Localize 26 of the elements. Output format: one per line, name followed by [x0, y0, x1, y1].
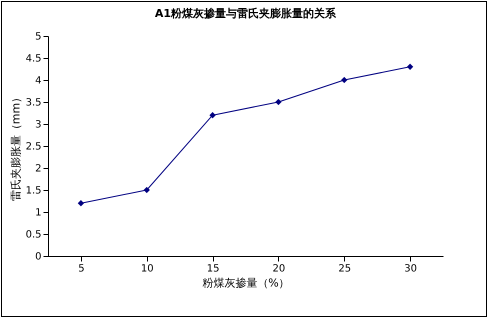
y-tick-label: 3 [35, 120, 42, 130]
y-tick-label: 4.5 [26, 54, 42, 64]
x-tick-label: 30 [404, 264, 417, 274]
y-tick-label: 0.5 [26, 230, 42, 240]
x-tick-label: 5 [78, 264, 85, 274]
point [341, 76, 348, 84]
chart-title: A1粉煤灰掺量与雷氏夹膨胀量的关系 [154, 7, 338, 20]
point [78, 200, 84, 206]
y-tick-label: 2.5 [26, 142, 42, 152]
y-tick-label: 0 [35, 252, 42, 262]
y-axis-title: 雷氏夹膨胀量（mm） [10, 92, 23, 202]
x-axis-title: 粉煤灰掺量（%） [202, 276, 290, 290]
y-tick-label: 1 [35, 208, 42, 218]
x-tick-label: 10 [140, 264, 154, 274]
y-tick-label: 3.5 [26, 98, 42, 108]
y-tick-label: 1.5 [26, 186, 42, 196]
point [406, 64, 414, 70]
y-tick-label: 4 [35, 76, 42, 86]
x-tick-label: 25 [338, 264, 352, 274]
point [275, 98, 282, 106]
y-tick-label: 5 [35, 32, 42, 42]
x-tick-label: 15 [206, 264, 220, 274]
y-tick-label: 2 [35, 164, 42, 174]
x-tick-label: 20 [272, 264, 286, 274]
point [209, 112, 216, 118]
point [144, 186, 150, 194]
